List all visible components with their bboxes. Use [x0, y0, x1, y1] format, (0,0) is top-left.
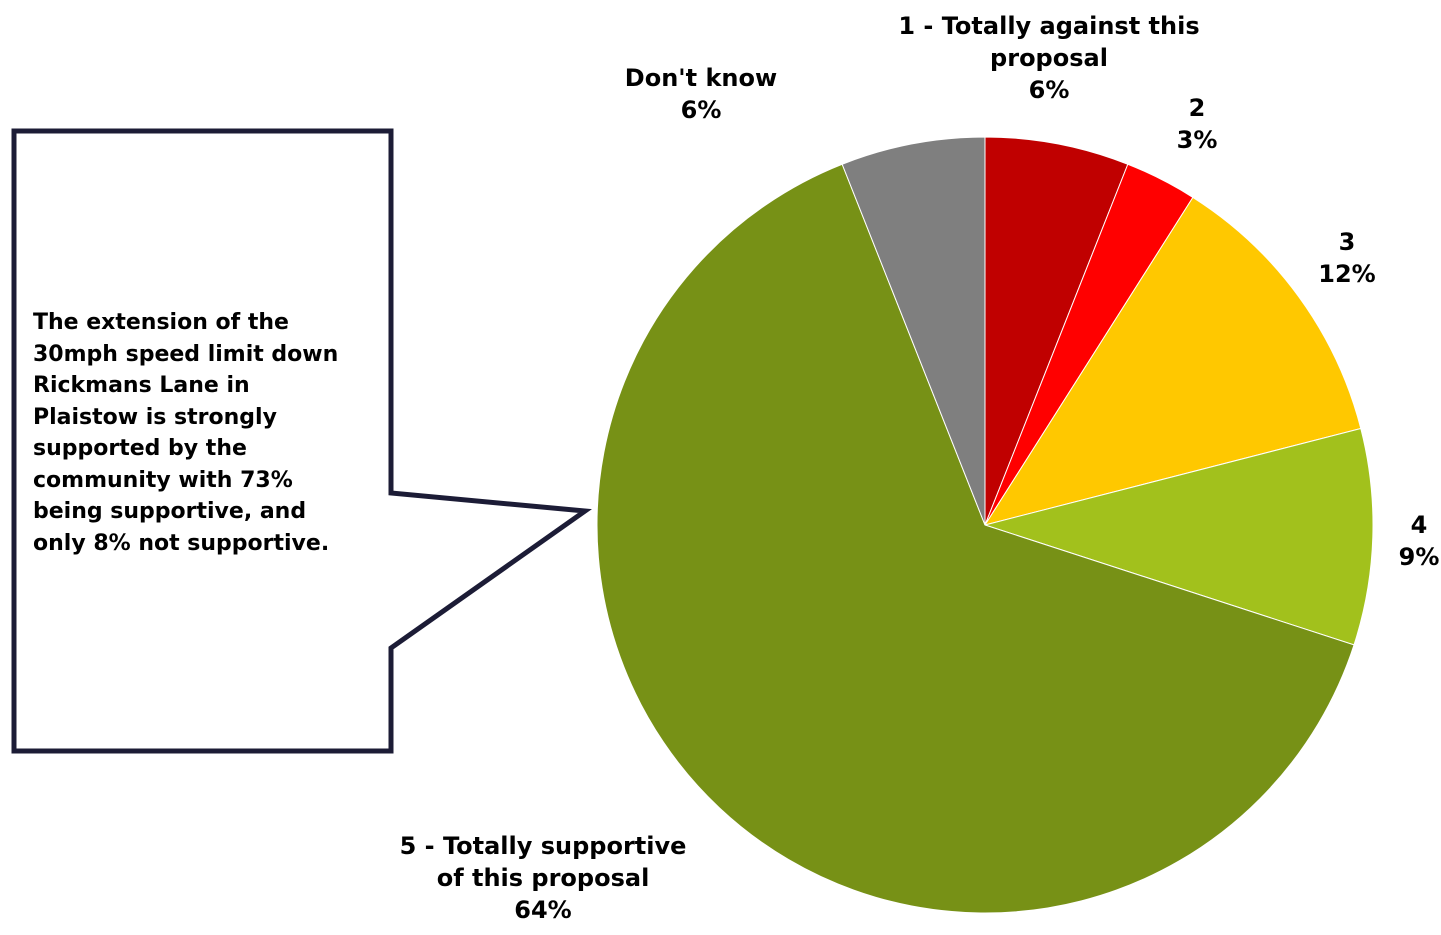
callout-text: The extension of the 30mph speed limit d…: [33, 310, 339, 556]
pie-slices: [596, 136, 1374, 914]
slice-labels: 1 - Totally against this proposal 6% 2 3% 3 12…: [400, 12, 1440, 924]
slice-category-label: 4: [1411, 511, 1428, 539]
slice-category-label: of this proposal: [437, 864, 650, 892]
slice-category-label: 3: [1339, 228, 1356, 256]
slice-percent-label: 9%: [1399, 543, 1440, 571]
slice-category-label: proposal: [990, 44, 1108, 72]
pie-slice: [596, 163, 1355, 914]
callout-box: [11, 128, 592, 754]
slice-category-label: 1 - Totally against this: [898, 12, 1199, 40]
slice-category-label: 5 - Totally supportive: [400, 832, 687, 860]
pie-slice: [984, 136, 1129, 526]
slice-category-label: Don't know: [625, 64, 777, 92]
slice-percent-label: 6%: [681, 96, 722, 124]
slice-percent-label: 6%: [1029, 76, 1070, 104]
slice-category-label: 2: [1189, 94, 1206, 122]
slice-percent-label: 3%: [1177, 126, 1218, 154]
pie-slice: [841, 136, 986, 526]
slice-percent-label: 64%: [514, 896, 571, 924]
slice-percent-label: 12%: [1318, 260, 1375, 288]
pie-slice: [983, 427, 1374, 646]
pie-slice: [983, 196, 1362, 526]
